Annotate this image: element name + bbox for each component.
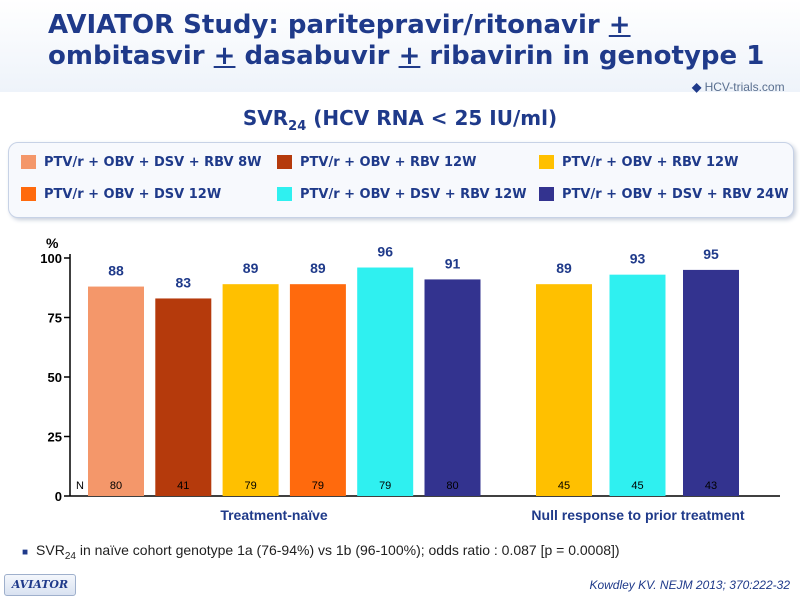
legend-swatch: [277, 155, 292, 169]
chart-legend: PTV/r + OBV + DSV + RBV 8W PTV/r + OBV +…: [8, 142, 794, 218]
bar: [536, 284, 592, 496]
bar-value-label: 96: [377, 244, 393, 260]
bar-value-label: 95: [703, 246, 719, 262]
n-label: N: [76, 480, 84, 492]
bar-n-label: 80: [446, 480, 458, 492]
group-label: Treatment-naïve: [220, 507, 328, 523]
legend-label: PTV/r + OBV + DSV + RBV 24W: [562, 186, 789, 202]
bar: [88, 286, 144, 496]
title-plus-2: +: [213, 41, 236, 71]
legend-swatch: [21, 187, 36, 201]
y-axis-label: %: [46, 235, 59, 251]
bar-n-label: 80: [110, 480, 122, 492]
title-plus-1: +: [608, 10, 631, 40]
legend-item: PTV/r + OBV + DSV + RBV 24W: [539, 184, 789, 204]
legend-item: PTV/r + OBV + DSV + RBV 12W: [277, 184, 527, 204]
bar-value-label: 89: [556, 260, 572, 276]
legend-swatch: [21, 155, 36, 169]
y-tick-label: 50: [48, 370, 62, 385]
slide-title: AVIATOR Study: paritepravir/ritonavir + …: [48, 10, 768, 72]
title-part-2: ombitasvir: [48, 41, 214, 71]
legend-label: PTV/r + OBV + RBV 12W: [562, 154, 739, 170]
bar-n-label: 79: [312, 480, 324, 492]
y-tick-label: 100: [40, 251, 62, 266]
aviator-brand-badge: AVIATOR: [4, 574, 76, 596]
bar-n-label: 79: [379, 480, 391, 492]
legend-swatch: [277, 187, 292, 201]
footnote-main: SVR: [36, 542, 65, 558]
logo-text: HCV-trials.com: [704, 80, 785, 94]
citation: Kowdley KV. NEJM 2013; 370:222-32: [589, 578, 790, 592]
bullet-icon: ■: [22, 547, 29, 558]
chart-subtitle: SVR24 (HCV RNA < 25 IU/ml): [0, 106, 800, 134]
legend-swatch: [539, 187, 554, 201]
bar-n-label: 79: [244, 480, 256, 492]
legend-item: PTV/r + OBV + DSV 12W: [21, 184, 221, 204]
legend-label: PTV/r + OBV + RBV 12W: [300, 154, 477, 170]
bar-value-label: 88: [108, 263, 124, 279]
subtitle-main: SVR: [242, 106, 289, 130]
legend-item: PTV/r + OBV + RBV 12W: [539, 152, 738, 172]
legend-label: PTV/r + OBV + DSV + RBV 12W: [300, 186, 527, 202]
legend-item: PTV/r + OBV + RBV 12W: [277, 152, 476, 172]
bar-n-label: 43: [705, 480, 717, 492]
y-tick-label: 25: [48, 430, 62, 445]
legend-swatch: [539, 155, 554, 169]
logo-mark-icon: ◆: [692, 80, 705, 94]
y-tick-label: 75: [48, 311, 62, 326]
legend-item: PTV/r + OBV + DSV + RBV 8W: [21, 152, 262, 172]
bar-value-label: 89: [310, 260, 326, 276]
legend-label: PTV/r + OBV + DSV 12W: [44, 186, 222, 202]
bar-chart: % 0 25 50 75 100 N 88 80 83 41 89 79 89 79 96 79 91 80 Trea…: [0, 222, 800, 532]
bar-n-label: 41: [177, 480, 189, 492]
bar-n-label: 45: [558, 480, 570, 492]
footnote-rest: in naïve cohort genotype 1a (76-94%) vs …: [75, 542, 620, 558]
bar: [609, 274, 666, 496]
title-part-4: ribavirin in genotype 1: [420, 41, 765, 71]
bar: [155, 298, 212, 496]
bar: [222, 284, 279, 496]
hcv-trials-logo: ◆ HCV-trials.com: [692, 80, 785, 94]
bar-n-label: 45: [631, 480, 643, 492]
slide-header: AVIATOR Study: paritepravir/ritonavir + …: [0, 0, 800, 94]
bar: [357, 267, 414, 496]
bar-value-label: 89: [243, 260, 259, 276]
bar: [424, 279, 481, 496]
bar-value-label: 83: [176, 274, 192, 290]
legend-label: PTV/r + OBV + DSV + RBV 8W: [44, 154, 262, 170]
footnote-sub: 24: [64, 550, 76, 562]
title-part-1: AVIATOR Study: paritepravir/ritonavir: [48, 10, 609, 40]
subtitle-rest: (HCV RNA < 25 IU/ml): [306, 106, 558, 130]
group-label: Null response to prior treatment: [531, 507, 744, 523]
footnote: ■ SVR24 in naïve cohort genotype 1a (76-9…: [22, 542, 620, 562]
bar-chart-svg: % 0 25 50 75 100 N 88 80 83 41 89 79 89 79 96 79 91 80 Trea…: [40, 235, 780, 523]
title-part-3: dasabuvir: [235, 41, 399, 71]
subtitle-sub: 24: [288, 119, 307, 134]
bar: [289, 284, 346, 496]
bar: [683, 269, 739, 496]
bar-value-label: 91: [445, 255, 461, 271]
y-tick-label: 0: [55, 489, 62, 504]
title-plus-3: +: [398, 41, 421, 71]
bar-value-label: 93: [630, 251, 646, 267]
